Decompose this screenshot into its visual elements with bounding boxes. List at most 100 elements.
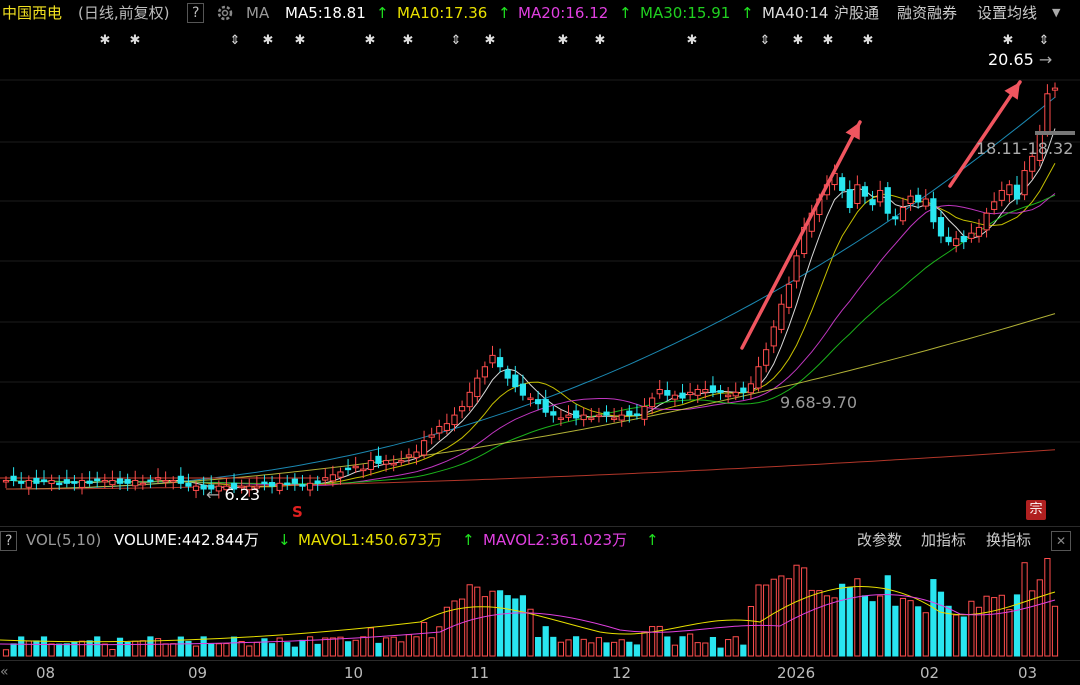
candle-body [382,460,390,465]
candle-body [360,468,367,472]
candle-body [732,391,739,397]
volume-bar [25,640,32,657]
candle-body [588,417,595,420]
candle-body [322,477,329,481]
volume-bar [48,643,55,657]
chart-mode-label[interactable]: (日线,前复权) [78,4,170,22]
event-marker: ✱ [485,33,496,48]
candlestick-chart[interactable]: ✱ ✱ ⇕ ✱ ✱ ✱ ✱ ⇕ ✱ ✱ ✱ ✱ ⇕ ✱ ✱ ✱ ✱ ⇕ [0,26,1080,526]
candle-body [633,413,641,416]
volume-bar [94,636,101,657]
help-button[interactable]: ? [187,3,205,23]
gear-icon[interactable] [214,0,236,34]
low-price-label: ← 6.23 [206,485,261,504]
volume-bar [839,583,846,657]
candle-body [451,414,458,426]
block-trade-badge[interactable]: 宗 [1026,500,1046,520]
hgt-button[interactable]: 沪股通 [834,4,880,22]
candle-body [679,392,686,399]
sell-signal-marker[interactable]: S [292,503,303,521]
volume-bar [763,584,770,657]
candle-body [329,474,336,482]
mavol1-value: MAVOL1:450.673万 [298,531,443,549]
trend-arrow-line [948,80,1022,188]
volume-bar [603,642,610,657]
switch-indicator-button[interactable]: 换指标 [986,531,1032,549]
volume-bar [170,643,177,657]
volume-chart[interactable] [0,552,1080,660]
candle-body [770,326,777,347]
stock-name[interactable]: 中国西电 [2,4,63,22]
vol-indicator-label[interactable]: VOL(5,10) [26,531,102,549]
event-marker: ✱ [100,33,111,48]
volume-bar [116,637,124,657]
volume-bar [443,606,450,657]
up-arrow-icon: ↑ [376,4,389,22]
volume-bar [208,643,215,657]
volume-bar [892,605,899,657]
candle-body [48,479,55,484]
candle-body [626,410,633,416]
ma-settings-button[interactable]: 设置均线 [977,4,1038,22]
candle-body [474,377,481,398]
candle-body [884,187,891,214]
volume-bar [588,642,595,657]
candle-body [998,189,1005,201]
volume-bar [78,640,86,657]
ma40-value: MA40:14 [762,4,829,22]
candle-body [489,354,496,364]
volume-bar [284,642,291,657]
candle-body [428,434,435,438]
volume-bar [1051,605,1059,657]
candle-body [671,394,679,400]
up-arrow-icon: ↑ [462,531,475,549]
candle-body [725,394,732,398]
candle-body [1044,93,1051,133]
margin-trading-button[interactable]: 融资融券 [897,4,958,22]
event-marker: ✱ [863,33,874,48]
candle-body [899,207,907,222]
volume-bar [808,589,815,657]
trend-arrow-head [1004,82,1020,100]
volume-bar [405,634,412,657]
candle-body [991,201,998,210]
volume-bar [40,636,48,657]
volume-bar [306,636,314,657]
candle-body [595,414,603,418]
volume-bar [801,567,808,657]
scroll-left-icon[interactable]: « [0,664,9,680]
volume-bar [937,591,945,657]
up-arrow-icon: ↑ [498,4,511,22]
candle-body [747,383,755,394]
change-params-button[interactable]: 改参数 [857,531,903,549]
candle-body [740,387,747,393]
dropdown-caret-icon[interactable]: ▼ [1052,6,1061,19]
candle-body [177,475,184,484]
candle-body [649,397,656,408]
price-range-marker [1035,131,1075,135]
candle-body [930,198,937,223]
trend-arrows [740,80,1022,350]
event-marker: ✱ [263,33,274,48]
candle-body [124,479,131,484]
event-marker: ✱ [595,33,606,48]
volume-bar [626,641,633,657]
volume-help-button[interactable]: ? [0,531,18,551]
mavol2-value: MAVOL2:361.023万 [483,531,628,549]
add-indicator-button[interactable]: 加指标 [921,531,967,549]
volume-bar [656,625,663,657]
close-icon[interactable]: ✕ [1051,531,1071,551]
volume-bar [747,606,755,657]
candle-body [763,349,770,366]
candle-body [101,479,108,483]
candle-body [573,410,580,419]
candle-body [2,479,10,483]
candle-body [755,366,762,389]
ma-indicator-label[interactable]: MA [246,4,270,22]
candle-body [116,478,124,484]
candle-body [215,485,222,492]
volume-bar [185,640,192,657]
price-range-label: 9.68-9.70 [780,393,858,412]
ma10-value: MA10:17.36 [397,4,488,22]
volume-bar [512,598,519,657]
